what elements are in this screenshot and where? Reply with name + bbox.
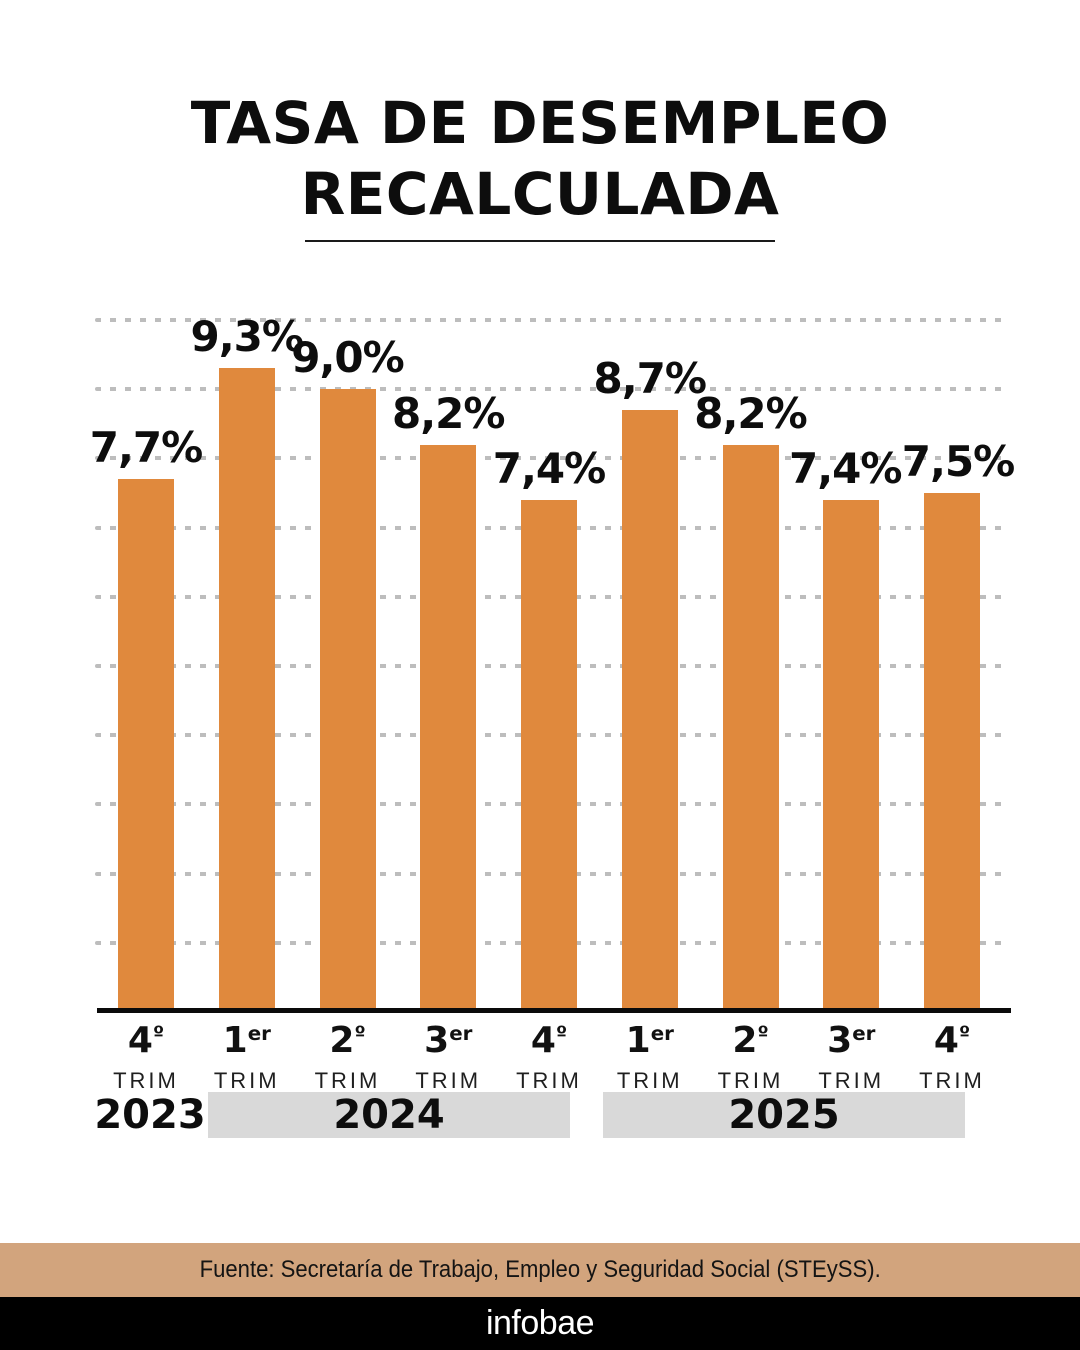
- infobae-logo: infobae: [485, 1304, 595, 1342]
- quarter-trim-label: TRIM: [213, 1068, 280, 1093]
- quarter-number: 3er: [424, 1020, 473, 1061]
- bar-4-trim-2025: [924, 493, 980, 1012]
- quarter-number: 1er: [625, 1020, 674, 1061]
- bar-2-trim-2024: [319, 389, 376, 1012]
- bar-2-trim-2025: [722, 444, 779, 1012]
- bar-4-trim-2023: [118, 479, 174, 1012]
- source-band: Fuente: Secretaría de Trabajo, Empleo y …: [0, 1243, 1080, 1297]
- title-line-1: TASA DE DESEMPLEO: [190, 89, 890, 157]
- quarter-ordinal: er: [247, 1021, 271, 1045]
- x-axis-label-4-trim-2024: 4º TRIM: [484, 1022, 614, 1094]
- bar-value-4-trim-2025: 7,5%: [901, 437, 1015, 486]
- bar-3er-trim-2024: [420, 444, 477, 1012]
- x-axis-label-2-trim-2025: 2º TRIM: [686, 1022, 816, 1094]
- quarter-number: 4º: [530, 1020, 568, 1061]
- bar-value-3er-trim-2025: 7,4%: [789, 443, 902, 493]
- year-label-2025: 2025: [603, 1092, 965, 1138]
- bar-value-2-trim-2025: 8,2%: [694, 388, 807, 438]
- quarter-number: 4º: [127, 1020, 165, 1061]
- bar-value-4-trim-2024: 7,4%: [492, 443, 606, 493]
- bar-value-3er-trim-2024: 8,2%: [392, 388, 505, 438]
- quarter-ordinal: er: [449, 1021, 473, 1045]
- source-text: Fuente: Secretaría de Trabajo, Empleo y …: [199, 1256, 881, 1283]
- title-line-2: RECALCULADA: [300, 159, 780, 228]
- quarter-number: 3er: [827, 1020, 876, 1061]
- quarter-trim-label: TRIM: [113, 1068, 179, 1093]
- quarter-trim-label: TRIM: [616, 1068, 683, 1093]
- quarter-trim-label: TRIM: [516, 1068, 582, 1093]
- x-axis-label-4-trim-2023: 4º TRIM: [81, 1022, 211, 1094]
- quarter-number: 2º: [329, 1020, 366, 1061]
- quarter-ordinal: º: [958, 1021, 971, 1045]
- x-axis-label-1er-trim-2025: 1er TRIM: [585, 1022, 715, 1094]
- bar-value-2-trim-2024: 9,0%: [291, 333, 404, 383]
- gridline-8pct: [95, 456, 1003, 461]
- quarter-number: 4º: [933, 1020, 971, 1061]
- gridline-9pct: [95, 387, 1003, 392]
- bar-value-1er-trim-2025: 8,7%: [593, 353, 707, 403]
- quarter-trim-label: TRIM: [717, 1068, 784, 1093]
- year-label-2023: 2023: [94, 1092, 206, 1138]
- quarter-ordinal: º: [555, 1021, 568, 1045]
- quarter-number: 1er: [222, 1020, 271, 1061]
- gridline-10pct: [95, 318, 1003, 322]
- bar-3er-trim-2025: [823, 499, 880, 1012]
- quarter-ordinal: er: [852, 1021, 876, 1045]
- year-label-2024: 2024: [208, 1092, 570, 1138]
- bar-value-4-trim-2023: 7,7%: [89, 423, 203, 473]
- x-axis-line: [97, 1008, 1011, 1013]
- quarter-trim-label: TRIM: [314, 1068, 381, 1093]
- title-block: TASA DE DESEMPLEO RECALCULADA: [0, 88, 1080, 230]
- quarter-number: 2º: [732, 1020, 769, 1061]
- quarter-trim-label: TRIM: [919, 1068, 985, 1093]
- logo-band: infobae: [0, 1297, 1080, 1350]
- quarter-trim-label: TRIM: [415, 1068, 482, 1093]
- quarter-trim-label: TRIM: [818, 1068, 885, 1093]
- quarter-ordinal: º: [354, 1021, 366, 1045]
- bar-1er-trim-2025: [621, 409, 678, 1012]
- bar-value-1er-trim-2024: 9,3%: [190, 312, 304, 362]
- quarter-ordinal: º: [152, 1021, 165, 1045]
- title-underline: [305, 240, 775, 242]
- quarter-ordinal: º: [757, 1021, 769, 1045]
- x-axis-label-3er-trim-2024: 3er TRIM: [383, 1022, 513, 1094]
- bar-4-trim-2024: [521, 499, 577, 1012]
- bar-1er-trim-2024: [218, 368, 275, 1012]
- x-axis-label-1er-trim-2024: 1er TRIM: [182, 1022, 312, 1094]
- x-axis-label-3er-trim-2025: 3er TRIM: [786, 1022, 916, 1094]
- quarter-ordinal: er: [650, 1021, 674, 1045]
- page-title: TASA DE DESEMPLEO RECALCULADA: [0, 88, 1080, 230]
- x-axis-label-4-trim-2025: 4º TRIM: [887, 1022, 1017, 1094]
- x-axis-label-2-trim-2024: 2º TRIM: [283, 1022, 413, 1094]
